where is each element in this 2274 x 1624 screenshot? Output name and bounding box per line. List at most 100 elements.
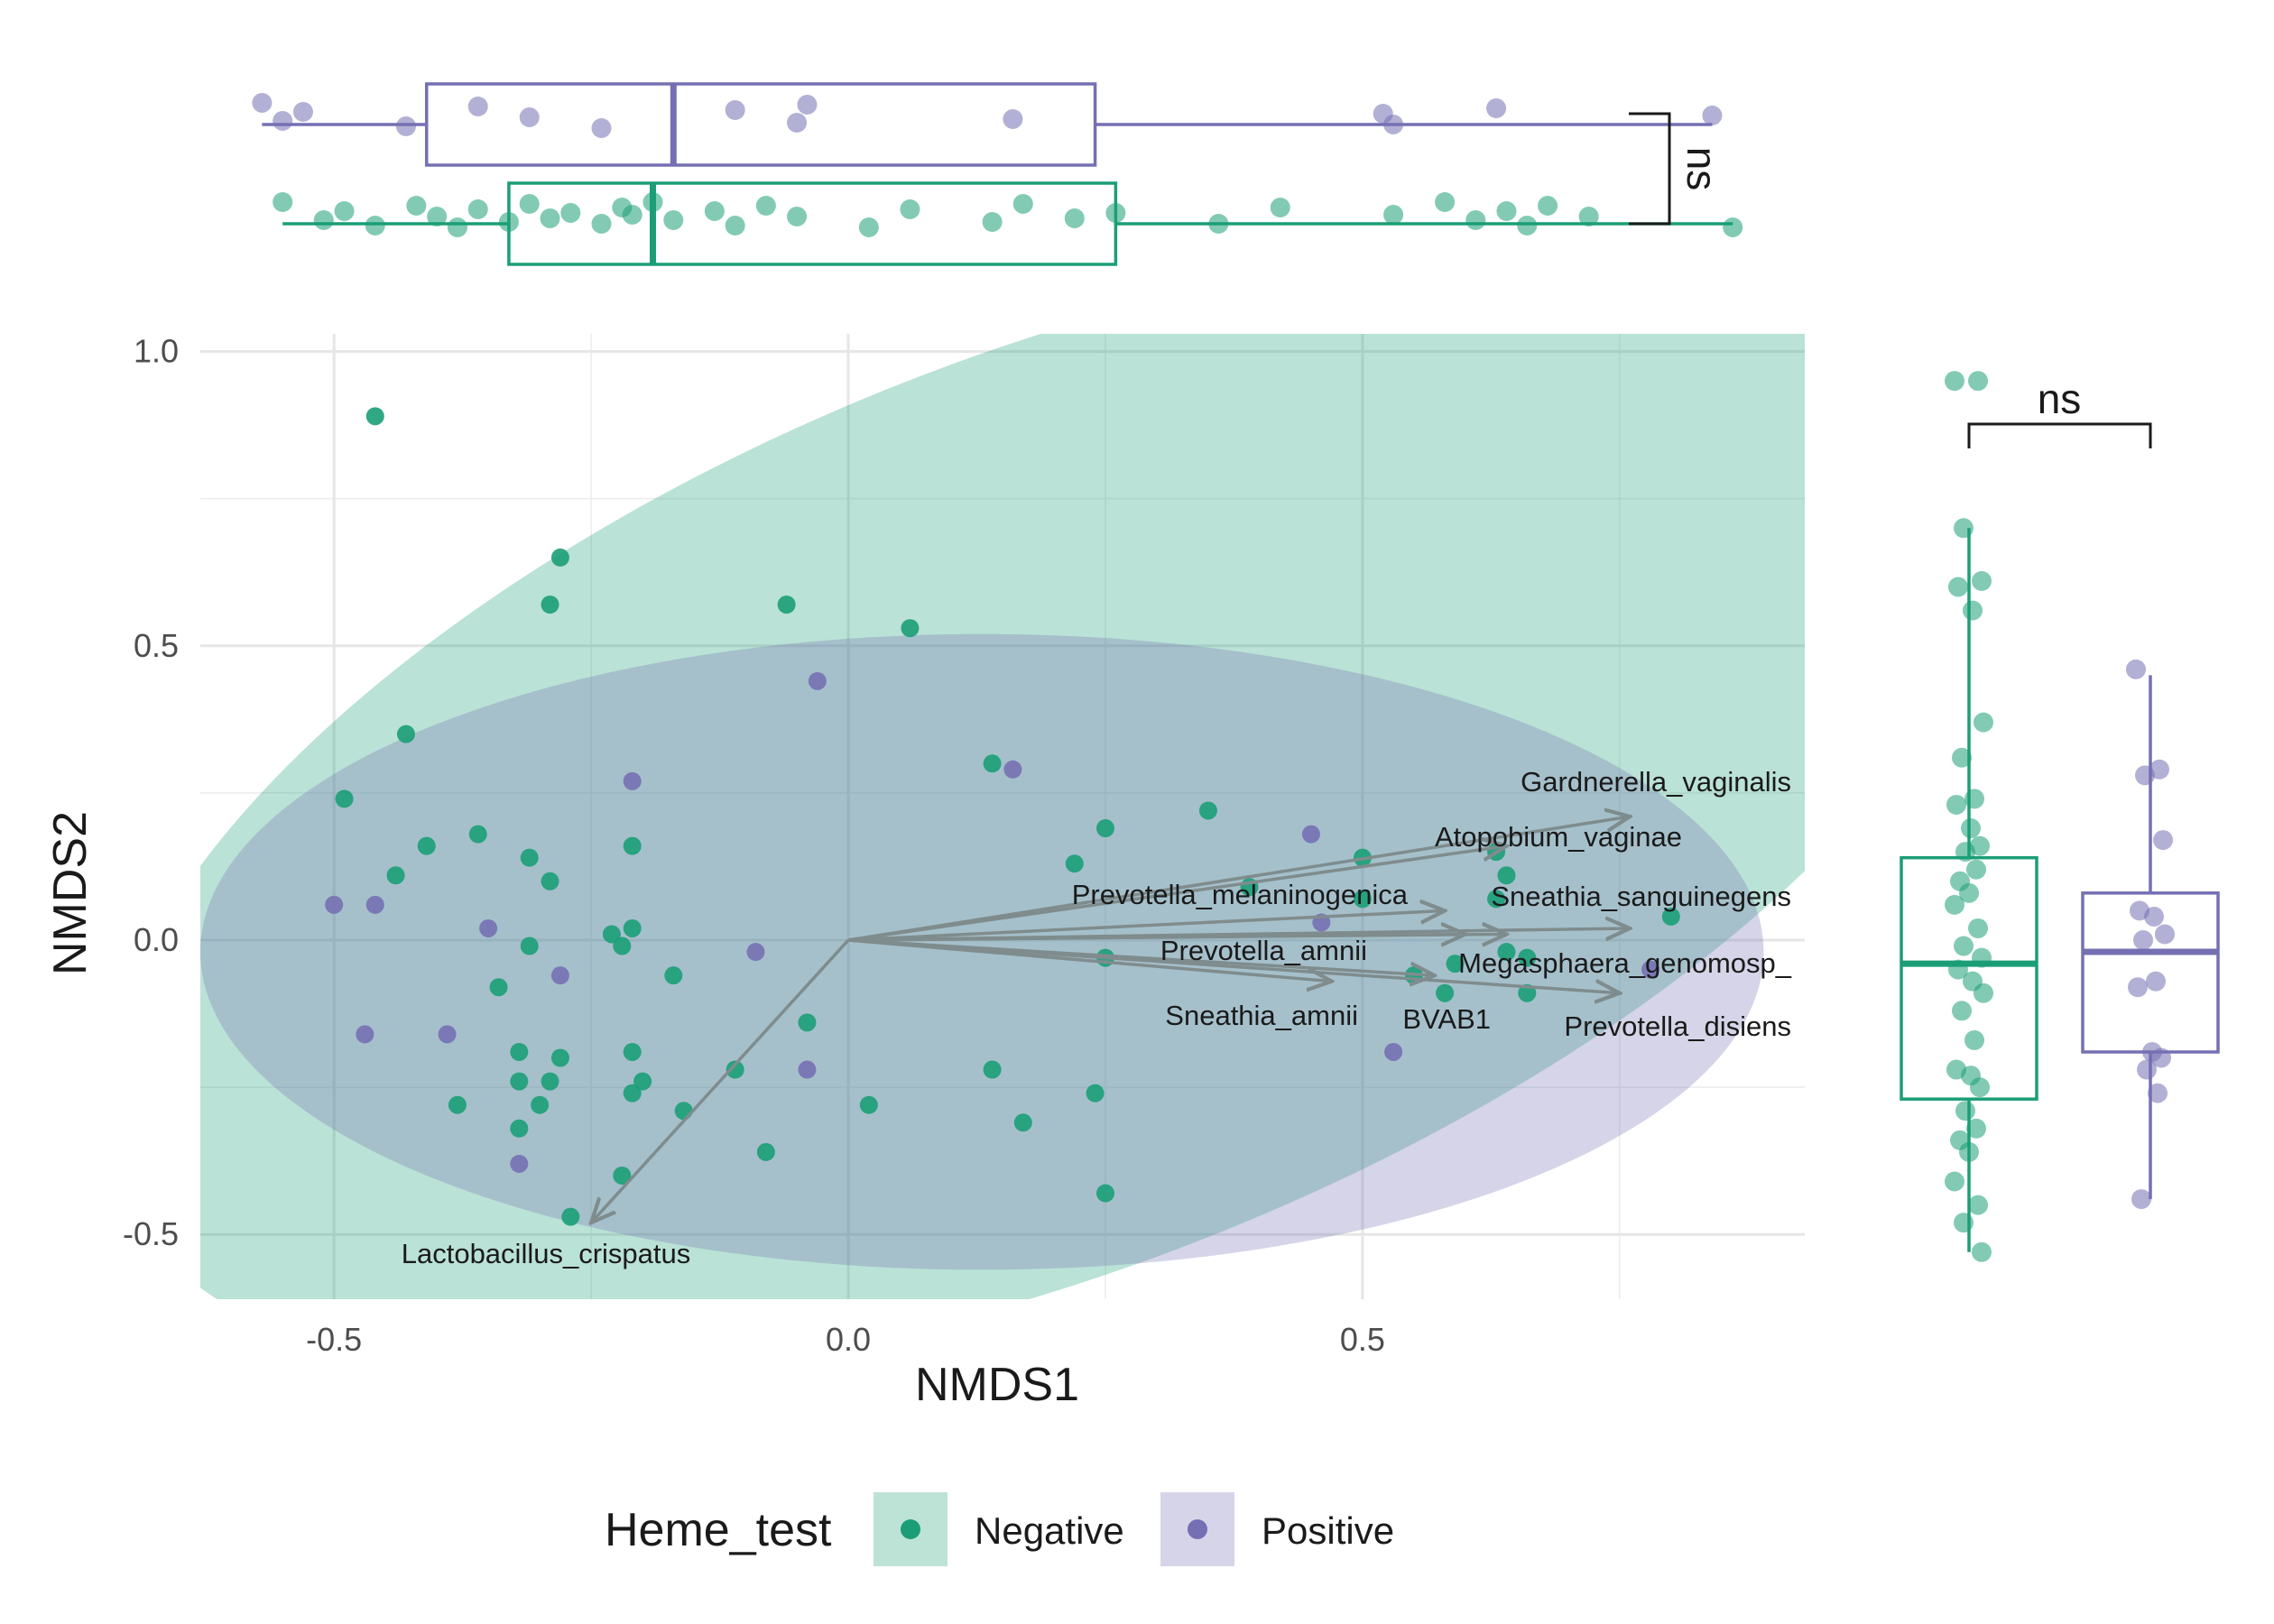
marginal-point-negative	[1383, 205, 1404, 225]
marginal-point-negative	[1964, 789, 1984, 809]
marginal-point-negative	[1959, 882, 1979, 903]
point-negative	[1013, 1113, 1032, 1132]
marginal-point-positive	[1383, 115, 1404, 134]
point-negative	[613, 1166, 632, 1185]
marginal-point-negative	[1012, 194, 1033, 214]
marginal-point-negative	[519, 194, 540, 214]
marginal-point-negative	[1208, 214, 1229, 234]
marginal-point-negative	[1954, 518, 1974, 539]
marginal-point-negative	[1946, 794, 1966, 815]
vector-lactobacillus-crispatus	[591, 938, 850, 1223]
marginal-point-negative	[313, 210, 334, 230]
marginal-point-positive	[2155, 924, 2175, 945]
point-positive	[1003, 760, 1022, 779]
legend-label-negative: Negative	[975, 1509, 1124, 1552]
point-negative	[756, 1142, 775, 1161]
point-negative	[510, 1042, 529, 1061]
vector-megasphaera-genomosp	[848, 934, 1506, 940]
top-significance-bracket	[1629, 112, 1671, 226]
y-tick-label: 1.0	[134, 333, 179, 370]
x-axis-title: NMDS1	[915, 1359, 1079, 1411]
marginal-point-negative	[273, 192, 293, 212]
marginal-point-negative	[1945, 371, 1964, 392]
right-significance-bracket	[1967, 422, 2152, 448]
marginal-point-positive	[2126, 659, 2146, 679]
marginal-point-negative	[755, 196, 776, 216]
right-marginal-boxplot: ns	[1900, 371, 2220, 1262]
marginal-point-negative	[1963, 600, 1983, 621]
right-significance-label: ns	[2038, 375, 2082, 422]
point-negative	[1436, 983, 1455, 1002]
point-negative	[489, 978, 508, 997]
marginal-point-negative	[1945, 1171, 1964, 1192]
point-negative	[1086, 1084, 1105, 1103]
marginal-point-positive	[467, 97, 488, 116]
marginal-point-positive	[591, 118, 612, 138]
marginal-point-negative	[663, 210, 684, 230]
marginal-point-positive	[252, 93, 273, 113]
y-tick-label: 0.5	[134, 627, 179, 664]
point-negative	[983, 754, 1002, 773]
point-negative	[1487, 890, 1506, 909]
marginal-point-negative	[725, 216, 745, 235]
point-negative	[1095, 819, 1114, 838]
main-panel-grid	[200, 334, 1805, 1299]
marginal-point-positive	[1486, 98, 1507, 118]
point-positive	[623, 771, 642, 790]
marginal-point-negative	[1966, 1118, 1986, 1139]
point-negative	[1661, 907, 1680, 926]
legend-dot-negative	[901, 1519, 920, 1539]
vector-label-prevotella-melaninogenica: Prevotella_melaninogenica	[1072, 879, 1409, 910]
marginal-point-negative	[1970, 1077, 1990, 1098]
marginal-point-negative	[334, 201, 355, 221]
point-negative	[633, 1072, 652, 1091]
point-negative	[798, 1013, 817, 1032]
marginal-point-negative	[560, 203, 581, 223]
marginal-point-negative	[642, 192, 663, 212]
marginal-point-negative	[447, 217, 467, 237]
marginal-point-positive	[2148, 1083, 2168, 1103]
point-negative	[623, 1084, 642, 1103]
point-negative	[1497, 866, 1516, 885]
point-negative	[1198, 801, 1217, 820]
legend-title: Heme_test	[605, 1504, 832, 1556]
marginal-point-positive	[395, 116, 416, 136]
marginal-point-negative	[1538, 196, 1558, 216]
marginal-point-negative	[1954, 936, 1974, 956]
point-negative	[550, 548, 569, 567]
marginal-point-negative	[1578, 207, 1599, 226]
point-negative	[520, 848, 539, 867]
point-negative	[541, 872, 559, 890]
point-negative	[510, 1072, 529, 1091]
marginal-point-negative	[1968, 1195, 1988, 1215]
marginal-point-positive	[1702, 106, 1723, 125]
point-positive	[1384, 1042, 1403, 1061]
marginal-point-negative	[1972, 571, 1992, 592]
point-negative	[664, 966, 683, 985]
y-axis-title: NMDS2	[44, 811, 97, 975]
marginal-point-negative	[1948, 959, 1968, 980]
marginal-point-positive	[2135, 765, 2155, 786]
point-negative	[541, 595, 559, 614]
vector-label-prevotella-disiens: Prevotella_disiens	[1564, 1010, 1791, 1042]
marginal-point-negative	[1972, 947, 1992, 968]
marginal-point-positive	[2128, 977, 2148, 998]
point-negative	[901, 619, 920, 638]
legend: Heme_test Negative Positive	[605, 1492, 1394, 1566]
marginal-point-negative	[1105, 203, 1126, 223]
top-marginal-boxplot: ns	[252, 82, 1743, 266]
point-negative	[983, 1060, 1002, 1079]
point-negative	[468, 825, 487, 844]
species-vectors: Gardnerella_vaginalis Atopobium_vaginae Pr…	[402, 766, 1792, 1269]
point-positive	[808, 671, 827, 690]
marginal-point-negative	[1064, 208, 1085, 228]
marginal-point-negative	[982, 212, 1003, 232]
point-positive	[510, 1154, 529, 1173]
point-negative	[520, 937, 539, 955]
point-negative	[531, 1095, 550, 1114]
marginal-point-negative	[1435, 192, 1456, 212]
marginal-point-positive	[2131, 1189, 2151, 1210]
marginal-point-negative	[1952, 747, 1972, 768]
marginal-point-positive	[273, 111, 293, 131]
